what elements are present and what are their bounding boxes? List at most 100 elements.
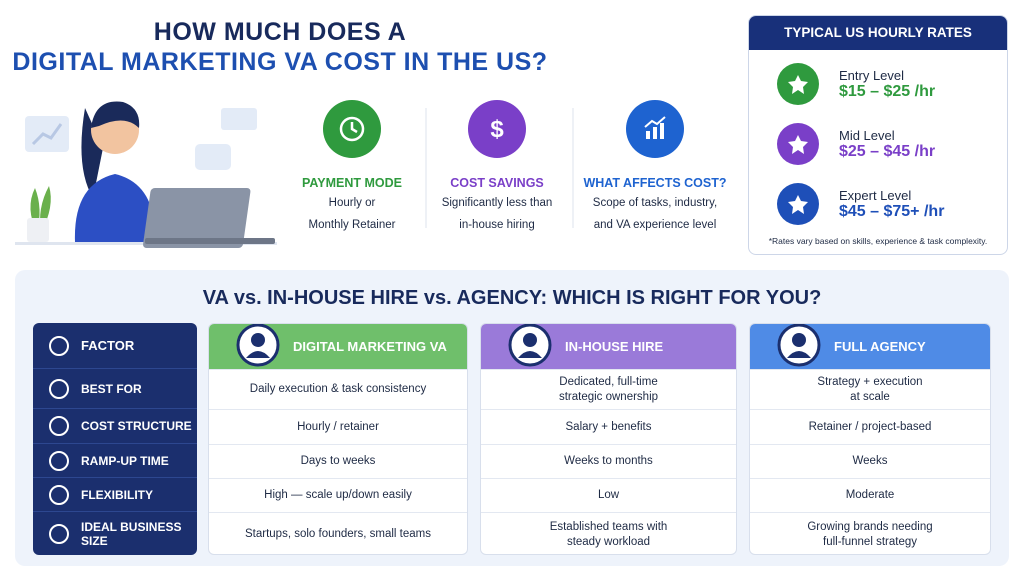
feature: PAYMENT MODE Hourly or Monthly Retainer (277, 100, 427, 234)
feature-text: in-house hiring (459, 219, 535, 231)
cell-text: Moderate (845, 489, 895, 501)
icon (49, 378, 69, 399)
divider (572, 108, 574, 228)
icon (49, 450, 69, 471)
icon (49, 335, 69, 356)
rates-title: TYPICAL US HOURLY RATES (749, 16, 1007, 50)
feature-icon: $ (468, 100, 526, 158)
table-cell: Hourly / retainer (209, 409, 467, 444)
feature-title: WHAT AFFECTS COST? (583, 176, 727, 190)
cell-text: Salary + benefits (565, 420, 652, 433)
cell-text: steady workload (566, 535, 651, 548)
table-cell: Dedicated, full-time strategic ownership (481, 369, 736, 409)
icon (339, 116, 365, 142)
cell-text: Hourly / retainer (297, 420, 379, 433)
column-header: IN-HOUSE HIRE (481, 324, 736, 369)
feature-icon (626, 100, 684, 158)
title-line: HOW MUCH DOES A (153, 18, 407, 46)
icon (788, 195, 808, 214)
column-name: IN-HOUSE HIRE (565, 339, 664, 354)
feature-text: Monthly Retainer (308, 219, 396, 231)
feature: $ COST SAVINGS Significantly less than in-h… (422, 100, 572, 234)
cell-text: full-funnel strategy (823, 535, 917, 548)
level-name: Expert Level (839, 187, 912, 203)
table-cell: Low (481, 478, 736, 512)
cell-text: Growing brands needing (807, 520, 933, 533)
factor-label: BEST FOR (81, 381, 142, 396)
divider (425, 108, 427, 228)
icon (788, 135, 808, 154)
level-rate: $45 – $75+ /hr (839, 202, 945, 220)
table-cell: Daily execution & task consistency (209, 369, 467, 409)
avatar (236, 324, 280, 367)
level-text: Mid Level $25 – $45 /hr (839, 128, 935, 161)
factor-row: COST STRUCTURE (33, 408, 197, 443)
cell-text: Strategy + execution (817, 375, 923, 388)
rate-level: Mid Level $25 – $45 /hr (777, 123, 935, 165)
cell-text: Daily execution & task consistency (249, 383, 427, 395)
feature-text: and VA experience level (593, 219, 717, 231)
factor-header: FACTOR (33, 323, 197, 368)
table-cell: Established teams with steady workload (481, 512, 736, 554)
level-rate: $15 – $25 /hr (839, 82, 936, 100)
factor-row: BEST FOR (33, 368, 197, 408)
icon (788, 75, 808, 94)
factor-row: IDEAL BUSINESS SIZE (33, 511, 197, 555)
title-line: DIGITAL MARKETING VA COST IN THE US? (12, 48, 548, 76)
cell-text: strategic ownership (558, 390, 659, 403)
feature-title: COST SAVINGS (450, 176, 544, 190)
level-text: Expert Level $45 – $75+ /hr (839, 188, 944, 221)
cell-text: Low (597, 489, 620, 501)
cell-text: Weeks to months (564, 455, 653, 467)
factor-label: IDEAL BUSINESS SIZE (81, 519, 182, 548)
table-cell: Weeks (750, 444, 990, 478)
feature: WHAT AFFECTS COST? Scope of tasks, indust… (580, 100, 730, 234)
level-icon (777, 123, 819, 165)
level-name: Entry Level (839, 67, 905, 83)
factor-label: RAMP-UP TIME (81, 453, 169, 468)
column-name: DIGITAL MARKETING VA (293, 339, 447, 354)
feature-text: Scope of tasks, industry, (592, 197, 718, 209)
factor-label: COST STRUCTURE (81, 419, 192, 433)
cell-text: Dedicated, full-time (559, 375, 658, 388)
cell-text: Retainer / project-based (808, 420, 932, 433)
option-column: FULL AGENCY Strategy + execution at scale R… (749, 323, 991, 555)
level-name: Mid Level (839, 127, 895, 143)
feature-text: Significantly less than (441, 197, 553, 209)
option-column: DIGITAL MARKETING VA Daily execution & ta… (208, 323, 468, 555)
rate-level: Entry Level $15 – $25 /hr (777, 63, 935, 105)
factor-label: FACTOR (81, 338, 135, 353)
cell-text: High — scale up/down easily (264, 489, 412, 501)
table-cell: Salary + benefits (481, 409, 736, 444)
rates-panel: TYPICAL US HOURLY RATES Entry Level $15 –… (748, 15, 1008, 255)
icon (49, 416, 69, 436)
table-cell: Weeks to months (481, 444, 736, 478)
table-cell: Retainer / project-based (750, 409, 990, 444)
cell-text: at scale (850, 390, 890, 403)
level-text: Entry Level $15 – $25 /hr (839, 68, 935, 101)
level-rate: $25 – $45 /hr (839, 142, 936, 160)
feature-text: Hourly or (328, 197, 376, 209)
table-cell: Days to weeks (209, 444, 467, 478)
icon (49, 523, 69, 544)
table-cell: Moderate (750, 478, 990, 512)
icon: $ (490, 116, 504, 143)
rates-note: *Rates vary based on skills, experience … (768, 236, 988, 246)
cell-text: Established teams with (549, 520, 668, 533)
feature-icon (323, 100, 381, 158)
rate-level: Expert Level $45 – $75+ /hr (777, 183, 944, 225)
level-icon (777, 183, 819, 225)
factor-label: FLEXIBILITY (81, 487, 153, 502)
illustration (15, 101, 277, 248)
icon (644, 116, 666, 139)
table-cell: Growing brands needing full-funnel strate… (750, 512, 990, 554)
factor-row: RAMP-UP TIME (33, 443, 197, 477)
cell-text: Weeks (852, 455, 888, 467)
avatar (777, 324, 821, 367)
cell-text: Startups, solo founders, small teams (245, 528, 431, 540)
avatar (508, 324, 552, 367)
icon (49, 484, 69, 505)
table-cell: Strategy + execution at scale (750, 369, 990, 409)
svg-text:$: $ (490, 116, 504, 143)
option-column: IN-HOUSE HIRE Dedicated, full-time strateg… (480, 323, 737, 555)
